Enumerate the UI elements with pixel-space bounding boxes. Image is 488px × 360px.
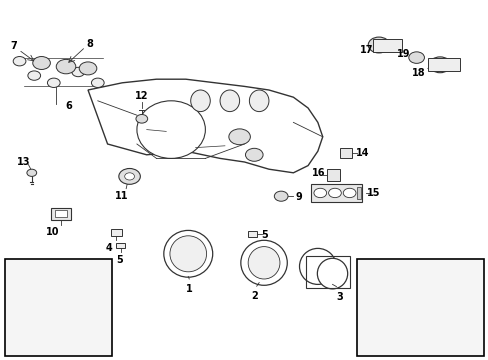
Ellipse shape bbox=[299, 248, 336, 284]
Text: 12: 12 bbox=[135, 91, 148, 101]
Ellipse shape bbox=[317, 258, 347, 289]
Text: 5: 5 bbox=[261, 230, 268, 240]
Bar bbox=[427, 58, 459, 71]
Ellipse shape bbox=[220, 90, 239, 112]
Bar bbox=[326, 169, 340, 181]
Bar bbox=[356, 187, 360, 199]
Circle shape bbox=[79, 62, 97, 75]
Circle shape bbox=[313, 188, 326, 198]
Circle shape bbox=[343, 188, 355, 198]
Circle shape bbox=[47, 78, 60, 87]
Ellipse shape bbox=[137, 101, 205, 158]
Text: 11: 11 bbox=[114, 191, 128, 201]
Text: 10: 10 bbox=[46, 227, 60, 237]
Circle shape bbox=[13, 57, 26, 66]
Circle shape bbox=[33, 57, 50, 69]
Text: 4: 4 bbox=[105, 243, 112, 253]
Circle shape bbox=[136, 114, 147, 123]
Text: 8: 8 bbox=[86, 39, 93, 49]
Circle shape bbox=[28, 71, 41, 80]
Bar bbox=[339, 148, 351, 158]
Bar bbox=[356, 259, 483, 356]
Bar bbox=[5, 259, 112, 356]
Bar bbox=[116, 243, 125, 248]
Text: 18: 18 bbox=[411, 68, 425, 78]
Circle shape bbox=[91, 78, 104, 87]
Text: 17: 17 bbox=[359, 45, 373, 55]
Polygon shape bbox=[88, 79, 322, 173]
Circle shape bbox=[245, 148, 263, 161]
Ellipse shape bbox=[190, 90, 210, 112]
Circle shape bbox=[408, 52, 424, 63]
Circle shape bbox=[367, 37, 389, 53]
Text: 5: 5 bbox=[116, 255, 123, 265]
Circle shape bbox=[27, 169, 37, 176]
Text: 19: 19 bbox=[396, 49, 410, 59]
Ellipse shape bbox=[248, 247, 279, 279]
Ellipse shape bbox=[170, 236, 206, 272]
Ellipse shape bbox=[241, 240, 287, 285]
Bar bbox=[55, 210, 67, 217]
Circle shape bbox=[56, 59, 76, 74]
Circle shape bbox=[72, 67, 84, 77]
Ellipse shape bbox=[249, 90, 268, 112]
Text: 2: 2 bbox=[250, 291, 257, 301]
Bar bbox=[310, 184, 361, 202]
Bar bbox=[305, 256, 349, 288]
Text: 1: 1 bbox=[185, 284, 192, 294]
Bar bbox=[51, 208, 71, 220]
Text: 15: 15 bbox=[366, 188, 380, 198]
Bar bbox=[372, 39, 401, 52]
Circle shape bbox=[228, 129, 250, 145]
Circle shape bbox=[328, 188, 341, 198]
Circle shape bbox=[274, 191, 287, 201]
Bar bbox=[111, 229, 122, 236]
Text: 13: 13 bbox=[17, 157, 30, 167]
Ellipse shape bbox=[163, 230, 212, 277]
Text: 3: 3 bbox=[336, 292, 343, 302]
Text: 9: 9 bbox=[295, 192, 302, 202]
Text: 6: 6 bbox=[65, 101, 72, 111]
Circle shape bbox=[428, 57, 450, 73]
Circle shape bbox=[124, 173, 134, 180]
Text: 16: 16 bbox=[311, 168, 325, 178]
Bar bbox=[248, 231, 257, 237]
Circle shape bbox=[119, 168, 140, 184]
Text: 7: 7 bbox=[10, 41, 17, 51]
Text: 14: 14 bbox=[355, 148, 369, 158]
